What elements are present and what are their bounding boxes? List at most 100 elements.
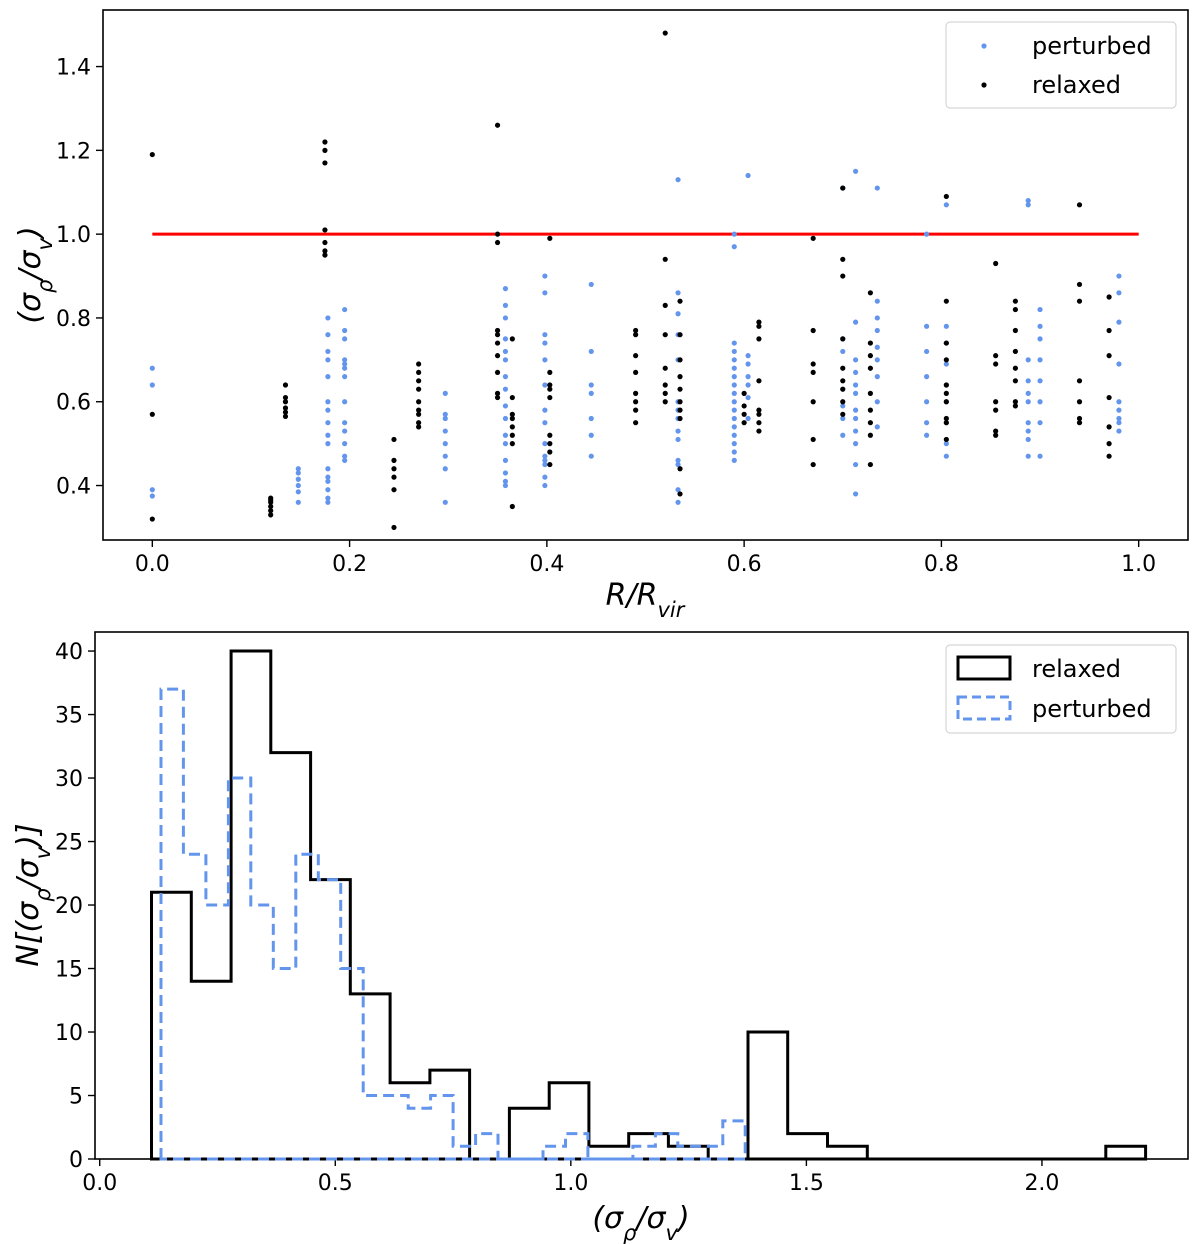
scatter-point-perturbed — [1037, 378, 1043, 384]
scatter-point-relaxed — [993, 428, 999, 434]
histogram-legend: relaxed perturbed — [945, 644, 1177, 734]
scatter-point-relaxed — [494, 394, 501, 401]
scatter-point-perturbed — [1116, 415, 1122, 422]
scatter-point-relaxed — [867, 290, 873, 296]
scatter-point-relaxed — [677, 399, 683, 405]
scatter-point-perturbed — [325, 495, 331, 501]
scatter-point-relaxed — [662, 365, 668, 371]
scatter-point-perturbed — [325, 432, 331, 438]
scatter-point-relaxed — [741, 403, 747, 409]
scatter-point-perturbed — [295, 489, 301, 495]
scatter-point-relaxed — [1106, 453, 1112, 459]
scatter-point-relaxed — [1076, 202, 1083, 208]
scatter-point-relaxed — [810, 399, 816, 405]
scatter-point-perturbed — [502, 286, 509, 292]
scatter-point-relaxed — [149, 516, 155, 522]
scatter-point-perturbed — [502, 374, 509, 380]
scatter-point-relaxed — [677, 332, 683, 338]
scatter-y-tick-label: 0.6 — [56, 391, 91, 416]
scatter-point-perturbed — [731, 340, 737, 346]
scatter-point-perturbed — [502, 348, 509, 355]
scatter-point-relaxed — [840, 365, 846, 371]
scatter-point-relaxed — [867, 461, 873, 468]
scatter-point-perturbed — [1037, 399, 1043, 405]
scatter-point-relaxed — [268, 512, 274, 518]
scatter-point-perturbed — [325, 399, 331, 405]
scatter-point-relaxed — [509, 394, 515, 401]
scatter-point-perturbed — [852, 461, 859, 468]
histogram-x-tick-label: 1.5 — [789, 1171, 824, 1196]
scatter-point-relaxed — [322, 252, 328, 258]
scatter-point-relaxed — [509, 441, 515, 447]
scatter-point-relaxed — [547, 449, 553, 455]
scatter-point-perturbed — [1037, 336, 1043, 342]
scatter-point-relaxed — [1076, 415, 1083, 422]
scatter-point-perturbed — [874, 298, 880, 304]
scatter-point-relaxed — [993, 260, 999, 267]
scatter-point-perturbed — [502, 482, 509, 489]
scatter-y-tick-label: 1.4 — [56, 56, 91, 81]
scatter-point-perturbed — [874, 374, 880, 380]
scatter-point-relaxed — [1106, 353, 1112, 359]
histogram-steps — [150, 649, 1148, 1161]
scatter-point-perturbed — [840, 348, 846, 355]
scatter-point-perturbed — [342, 374, 348, 380]
scatter-point-perturbed — [588, 432, 594, 438]
scatter-point-perturbed — [542, 382, 548, 388]
scatter-y-tick-label: 1.2 — [56, 139, 91, 164]
scatter-point-relaxed — [677, 386, 683, 392]
scatter-point-relaxed — [810, 327, 816, 334]
scatter-point-relaxed — [633, 399, 639, 405]
scatter-point-perturbed — [342, 441, 348, 447]
scatter-point-perturbed — [745, 374, 751, 380]
scatter-point-perturbed — [502, 470, 509, 476]
scatter-point-relaxed — [993, 399, 999, 405]
scatter-point-perturbed — [1116, 273, 1122, 279]
scatter-point-perturbed — [588, 415, 594, 422]
scatter-point-perturbed — [745, 415, 751, 422]
scatter-point-relaxed — [756, 411, 762, 417]
scatter-point-relaxed — [840, 185, 846, 191]
scatter-point-relaxed — [633, 390, 639, 396]
scatter-point-relaxed — [1012, 399, 1018, 405]
scatter-point-perturbed — [943, 361, 949, 367]
scatter-y-tick-label: 0.4 — [56, 475, 91, 500]
scatter-point-perturbed — [342, 420, 348, 426]
scatter-point-relaxed — [810, 369, 816, 376]
scatter-point-perturbed — [943, 453, 949, 459]
scatter-point-relaxed — [943, 193, 949, 200]
scatter-point-perturbed — [675, 428, 681, 434]
scatter-point-perturbed — [1025, 378, 1031, 384]
scatter-point-relaxed — [1012, 365, 1018, 371]
scatter-point-relaxed — [677, 491, 683, 497]
scatter-point-perturbed — [924, 432, 930, 438]
histogram-y-tick-label: 15 — [55, 958, 83, 983]
scatter-point-relaxed — [840, 411, 846, 417]
histogram-y-tick-label: 35 — [55, 704, 83, 729]
scatter-point-relaxed — [494, 231, 501, 237]
scatter-point-relaxed — [547, 369, 553, 376]
scatter-point-perturbed — [675, 290, 681, 296]
scatter-point-relaxed — [867, 390, 873, 396]
scatter-point-perturbed — [852, 382, 859, 388]
scatter-point-relaxed — [416, 424, 422, 430]
scatter-point-relaxed — [840, 378, 846, 384]
scatter-point-perturbed — [745, 172, 751, 179]
scatter-point-relaxed — [391, 474, 397, 480]
scatter-point-relaxed — [943, 399, 949, 405]
scatter-point-perturbed — [502, 415, 509, 422]
scatter-point-perturbed — [588, 348, 594, 355]
scatter-point-perturbed — [502, 302, 509, 308]
scatter-point-relaxed — [416, 411, 422, 417]
scatter-point-relaxed — [993, 432, 999, 438]
legend-patch-relaxed — [956, 655, 1012, 681]
scatter-point-perturbed — [731, 441, 737, 447]
scatter-point-relaxed — [416, 420, 422, 426]
legend-label-perturbed-hist: perturbed — [1032, 695, 1152, 723]
scatter-point-perturbed — [731, 432, 737, 438]
scatter-point-perturbed — [840, 403, 846, 409]
scatter-point-perturbed — [502, 432, 509, 438]
scatter-point-relaxed — [509, 415, 515, 422]
scatter-point-relaxed — [1012, 327, 1018, 334]
scatter-point-perturbed — [325, 357, 331, 363]
